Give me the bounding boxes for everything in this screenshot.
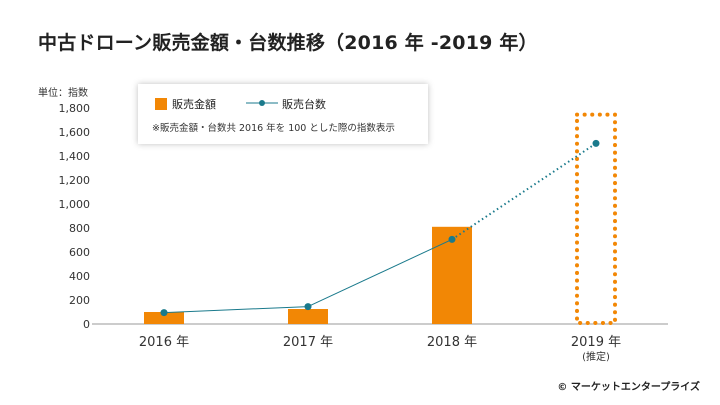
y-tick-label: 1,400 xyxy=(59,150,91,163)
x-tick-label: 2016 年 xyxy=(139,335,189,350)
estimated-bar-outline xyxy=(575,112,617,325)
x-tick-label: 2017 年 xyxy=(283,335,333,350)
bar xyxy=(432,226,472,324)
legend: 販売金額 販売台数 ※販売金額・台数共 2016 年を 100 とした際の指数表… xyxy=(138,84,428,144)
x-tick-note: (推定) xyxy=(582,350,610,363)
y-tick-label: 1,000 xyxy=(59,198,91,211)
y-tick-label: 1,800 xyxy=(59,102,91,115)
y-tick-label: 600 xyxy=(69,246,90,259)
y-tick-label: 0 xyxy=(83,318,90,331)
y-tick-label: 400 xyxy=(69,270,90,283)
y-tick-label: 800 xyxy=(69,222,90,235)
line-segment xyxy=(307,238,453,308)
x-tick-label: 2019 年 xyxy=(571,335,621,350)
x-tick-label: 2018 年 xyxy=(427,335,477,350)
bar xyxy=(144,312,184,324)
legend-bar-swatch xyxy=(155,98,167,110)
y-tick-label: 200 xyxy=(69,294,90,307)
line-point xyxy=(160,309,168,317)
legend-bar-label: 販売金額 xyxy=(172,98,216,111)
page-title: 中古ドローン販売金額・台数推移（2016 年 -2019 年） xyxy=(38,32,538,54)
legend-line-label: 販売台数 xyxy=(282,98,326,111)
y-tick-label: 1,600 xyxy=(59,126,91,139)
line-point xyxy=(592,139,600,147)
legend-note: ※販売金額・台数共 2016 年を 100 とした際の指数表示 xyxy=(152,123,395,134)
line-point xyxy=(304,303,312,311)
copyright: © マーケットエンタープライズ xyxy=(557,382,700,393)
line-point xyxy=(448,235,456,243)
unit-label: 単位：指数 xyxy=(38,88,88,99)
bar xyxy=(288,309,328,324)
line-segment xyxy=(163,306,309,314)
legend-line-icon xyxy=(246,100,278,106)
line-segment-dotted xyxy=(451,142,597,241)
y-tick-label: 1,200 xyxy=(59,174,91,187)
